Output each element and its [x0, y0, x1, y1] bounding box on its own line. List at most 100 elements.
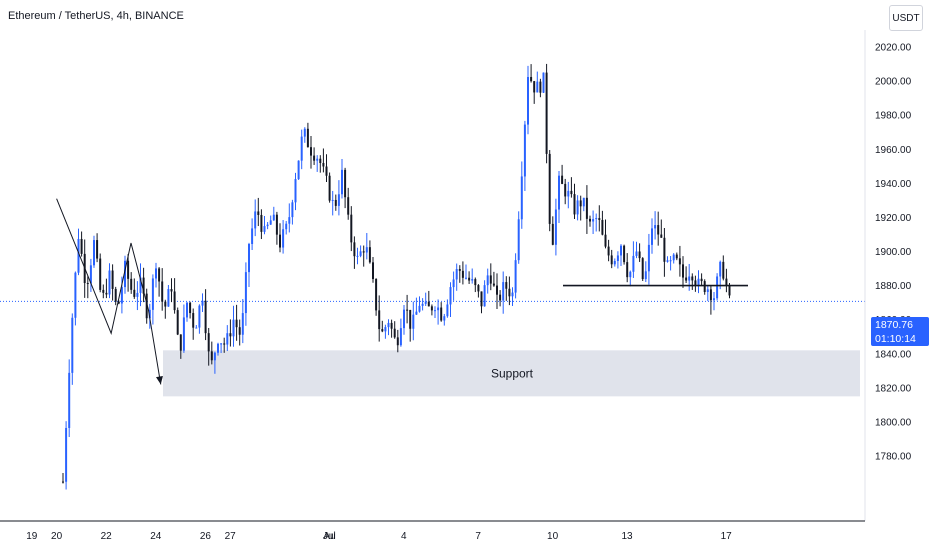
- candle: [213, 351, 216, 374]
- time-tick-label: 27: [225, 531, 237, 542]
- currency-button[interactable]: USDT: [889, 5, 923, 31]
- candle: [520, 161, 523, 229]
- candle: [269, 215, 272, 225]
- price-axis[interactable]: 1780.001800.001820.001840.001860.001880.…: [875, 43, 912, 463]
- candle: [641, 257, 644, 281]
- candle: [616, 251, 619, 269]
- candle: [502, 271, 505, 314]
- candle: [68, 359, 71, 438]
- candle: [393, 321, 396, 339]
- candle: [682, 256, 684, 288]
- candle: [610, 249, 613, 269]
- candle: [703, 279, 706, 295]
- time-tick-label: 24: [150, 531, 162, 542]
- candle: [697, 270, 700, 294]
- countdown-timer: 01:10:14: [875, 333, 916, 345]
- candle: [195, 325, 198, 329]
- support-label: Support: [491, 366, 534, 380]
- candle: [430, 304, 433, 316]
- candle: [713, 292, 715, 311]
- candle: [458, 265, 461, 283]
- time-axis[interactable]: 19 22 26 Jul 4 7 10 13 17 20 24 27 Au: [26, 531, 732, 542]
- candle: [579, 195, 582, 221]
- candle: [71, 313, 74, 385]
- candle: [545, 63, 548, 164]
- candle: [716, 273, 719, 301]
- candle: [589, 215, 591, 227]
- candle: [155, 262, 157, 288]
- candle: [725, 268, 728, 293]
- candle: [226, 325, 229, 352]
- candle: [136, 281, 139, 311]
- candle: [378, 295, 381, 342]
- candle: [638, 243, 641, 262]
- candle: [111, 264, 114, 301]
- candle: [632, 241, 635, 278]
- last-price-badge: 1870.76 01:10:14: [871, 317, 929, 346]
- candle: [257, 197, 260, 227]
- candle: [192, 308, 195, 340]
- candle: [294, 172, 297, 211]
- price-tick-label: 1980.00: [875, 111, 912, 122]
- candle: [117, 300, 120, 305]
- candle: [554, 198, 557, 256]
- candle: [142, 267, 145, 303]
- candle: [108, 263, 111, 299]
- candle: [365, 232, 368, 260]
- candle: [350, 206, 353, 252]
- candle: [62, 472, 64, 484]
- time-tick-label: Jul: [323, 531, 336, 542]
- candle: [582, 197, 585, 212]
- candle: [207, 327, 210, 366]
- candle: [452, 271, 455, 301]
- price-tick-label: 1780.00: [875, 452, 912, 463]
- candle: [558, 171, 560, 224]
- candle: [396, 329, 399, 353]
- candle: [461, 261, 464, 285]
- candle: [406, 294, 409, 324]
- candle: [651, 218, 653, 254]
- candle: [443, 313, 446, 326]
- candle: [124, 255, 126, 294]
- candle: [691, 273, 694, 290]
- candle: [573, 183, 576, 219]
- candle: [89, 258, 92, 292]
- candle: [585, 185, 588, 234]
- candle: [254, 199, 257, 237]
- candle: [182, 304, 185, 353]
- candle: [561, 164, 564, 185]
- candle: [548, 150, 551, 232]
- time-tick-label: Au: [323, 531, 335, 542]
- candle: [449, 282, 452, 317]
- support-zone: [163, 350, 860, 397]
- candle: [434, 306, 436, 318]
- candle: [344, 167, 347, 209]
- candle: [403, 304, 405, 335]
- projection-path[interactable]: [56, 198, 162, 385]
- candle: [390, 319, 393, 338]
- candle: [263, 215, 266, 235]
- candle: [576, 195, 579, 221]
- candle: [248, 242, 250, 288]
- candle: [387, 319, 390, 336]
- candle: [151, 274, 154, 325]
- candle: [468, 271, 471, 284]
- candle: [592, 210, 595, 234]
- candle: [260, 209, 263, 240]
- candle: [300, 129, 303, 170]
- price-tick-label: 1880.00: [875, 281, 912, 292]
- time-tick-label: 22: [101, 531, 113, 542]
- candle: [384, 324, 387, 339]
- candle: [660, 219, 663, 238]
- candle: [341, 159, 343, 199]
- candle: [328, 172, 331, 203]
- candle: [130, 272, 133, 294]
- candle: [316, 155, 319, 172]
- time-tick-label: 20: [51, 531, 63, 542]
- candle: [709, 285, 712, 315]
- candle: [313, 147, 316, 165]
- candle: [685, 266, 688, 284]
- candle: [114, 286, 117, 306]
- candle: [706, 285, 709, 302]
